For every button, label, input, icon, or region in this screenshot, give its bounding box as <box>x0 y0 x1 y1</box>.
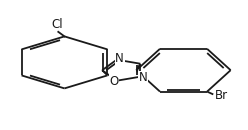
Text: O: O <box>109 75 118 88</box>
Text: Cl: Cl <box>51 18 63 31</box>
Text: N: N <box>115 52 124 65</box>
Text: Br: Br <box>215 89 228 102</box>
Text: N: N <box>139 71 148 84</box>
